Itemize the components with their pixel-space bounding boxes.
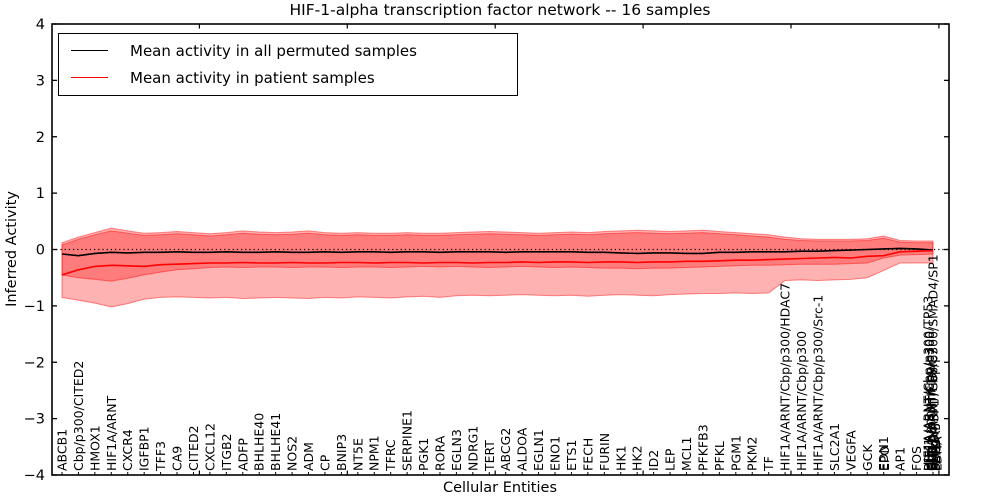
x-tick-label: TFF3 [153, 441, 168, 472]
y-tick-label: 3 [36, 73, 45, 89]
x-tick-label-cluster: HIF1A/ARNT/HDAC7 [925, 348, 940, 471]
x-tick-label: BHLHE40 [252, 413, 267, 471]
y-tick-label: 1 [36, 186, 45, 202]
x-tick-label: HMOX1 [87, 425, 102, 471]
y-tick-label: 4 [36, 17, 45, 33]
y-tick-label: −3 [24, 412, 45, 428]
permuted-std-band [61, 230, 934, 282]
x-tick-label: HIF1A/ARNT/Cbp/p300/SMAD4/SP1 [926, 254, 941, 471]
x-tick-label: EDN1 [876, 436, 891, 471]
x-tick-label: HIF1A/ARNT/Cbp/p300/Src-1 [810, 295, 825, 471]
x-tick-label: IGFBP1 [137, 426, 152, 471]
x-tick-label: ID2 [646, 450, 661, 471]
patient-std-band [61, 227, 934, 308]
x-tick-label: EGLN1 [531, 429, 546, 471]
x-tick-label-cluster: SLC2A3 [928, 423, 943, 471]
y-tick-label: −4 [24, 468, 45, 484]
x-tick-label: BHLHE41 [268, 413, 283, 471]
x-tick-label: HIF1A/ARNT/Cbp/p300 [794, 331, 809, 471]
x-tick-label: ENO1 [548, 436, 563, 471]
x-tick-label: FOS [909, 446, 924, 471]
chart-title: HIF-1-alpha transcription factor network… [289, 1, 711, 19]
x-tick-label: CP [317, 454, 332, 471]
x-tick-label: ABCG2 [498, 428, 513, 471]
x-tick-label: HIF1A/ARNT [104, 395, 119, 471]
x-tick-label: TERT [482, 440, 497, 472]
legend: Mean activity in all permuted samples Me… [58, 33, 518, 96]
x-tick-label: ETS1 [564, 440, 579, 471]
legend-line-sample-red [71, 77, 108, 78]
x-tick-label: FURIN [597, 433, 612, 471]
x-tick-label: MCL1 [679, 437, 694, 471]
x-tick-label: Cbp/p300/CITED2 [71, 361, 86, 471]
x-tick-label-cluster: PDK1 [921, 438, 936, 471]
y-tick-label: 0 [36, 243, 45, 259]
x-tick-label-cluster: PAI1 [929, 444, 944, 471]
x-tick-label: PFKL [712, 441, 727, 471]
y-axis-label: Inferred Activity [4, 191, 20, 307]
x-tick-label: HIF1A/ARNT/Cbp/p300/HDAC7 [778, 283, 793, 471]
x-tick-label: NPM1 [367, 435, 382, 471]
x-tick-label: PGM1 [728, 435, 743, 471]
legend-item-patient: Mean activity in patient samples [59, 64, 517, 91]
legend-label: Mean activity in patient samples [130, 68, 375, 87]
x-tick-label: RORA [432, 435, 447, 471]
x-tick-label: PGK1 [416, 438, 431, 471]
x-tick-label: CITED2 [186, 425, 201, 471]
x-tick-label: TF [761, 456, 776, 472]
x-tick-label: SLC2A1 [827, 423, 842, 471]
x-tick-label: HK1 [613, 445, 628, 471]
x-tick-label: CXCL12 [202, 423, 217, 471]
x-tick-label: ALDOA [515, 427, 530, 471]
x-tick-label: NT5E [350, 438, 365, 471]
x-tick-label: FECH [580, 438, 595, 471]
x-tick-label: TFRC [383, 439, 398, 472]
x-tick-label: ITGB2 [219, 433, 234, 471]
x-tick-label: HK2 [630, 445, 645, 471]
x-tick-label: ADM [301, 442, 316, 471]
x-tick-label: NOS2 [285, 436, 300, 471]
x-tick-label: SERPINE1 [400, 410, 415, 471]
x-tick-label: VEGFA [843, 430, 858, 471]
y-tick-label: −1 [24, 299, 45, 315]
x-tick-label-cluster: Cbp/p300/HIF1A [924, 369, 939, 471]
permuted-mean-line [61, 247, 934, 257]
x-tick-label: PFKFB3 [695, 424, 710, 471]
x-tick-label-cluster: HIF1A/ARNT/Cbp/p300/TP53 [921, 296, 936, 471]
x-tick-label-cluster: LDHA [930, 436, 945, 471]
x-tick-label: NDRG1 [465, 426, 480, 471]
x-tick-label-cluster: HIF1A/ARNT/Cbp/p300 [922, 331, 937, 471]
x-tick-label: BNIP3 [334, 434, 349, 471]
x-tick-label: CXCR4 [120, 429, 135, 471]
x-tick-label: LEP [663, 448, 678, 471]
x-tick-label-cluster: SMAD4/SP1 [927, 399, 942, 472]
y-tick-label: −2 [24, 355, 45, 371]
legend-item-permuted: Mean activity in all permuted samples [59, 37, 517, 64]
x-tick-label-overlap: EPO [877, 446, 892, 471]
legend-line-sample-black [71, 50, 108, 51]
x-tick-label: AP1 [893, 447, 908, 471]
legend-label: Mean activity in all permuted samples [130, 41, 417, 60]
y-tick-label: 2 [36, 130, 45, 146]
x-tick-label: ADFP [235, 438, 250, 471]
x-tick-label: GCK [860, 444, 875, 471]
patient-mean-line [61, 249, 934, 276]
x-tick-label: ABCB1 [55, 429, 70, 471]
x-tick-label: EGLN3 [449, 429, 464, 471]
x-tick-label: CA9 [170, 446, 185, 471]
x-tick-label: PKM2 [745, 437, 760, 471]
x-axis-label: Cellular Entities [442, 480, 558, 496]
x-tick-label-cluster: EGR1 [925, 437, 940, 471]
